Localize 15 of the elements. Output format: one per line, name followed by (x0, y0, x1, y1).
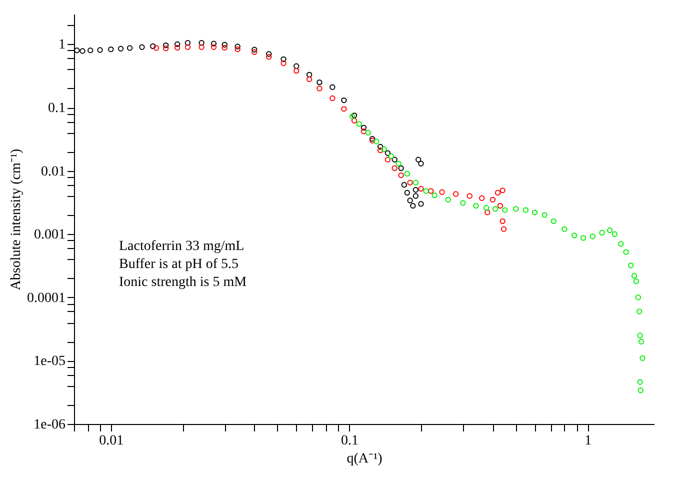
x-tick-label: 0.1 (340, 434, 358, 448)
x-tick-label: 0.01 (99, 434, 124, 448)
annotation: Buffer is at pH of 5.5 (119, 257, 238, 272)
y-tick-label: 0.0001 (27, 290, 66, 306)
x-tick-label: 1 (584, 434, 592, 448)
x-axis-title: q(A⁻¹) (346, 452, 383, 466)
y-tick-label: 1e-06 (34, 418, 66, 432)
y-tick-label: 1 (58, 38, 66, 53)
y-tick-label: 0.01 (41, 164, 66, 180)
annotation: Lactoferrin 33 mg/mL (119, 239, 244, 254)
y-tick-label: 0.001 (34, 228, 66, 243)
annotation: Ionic strength is 5 mM (119, 275, 248, 290)
y-axis-title: Absolute intensity (cm⁻¹) (9, 148, 24, 290)
y-tick-label: 0.1 (48, 101, 66, 116)
y-tick-label: 1e-05 (34, 354, 66, 370)
